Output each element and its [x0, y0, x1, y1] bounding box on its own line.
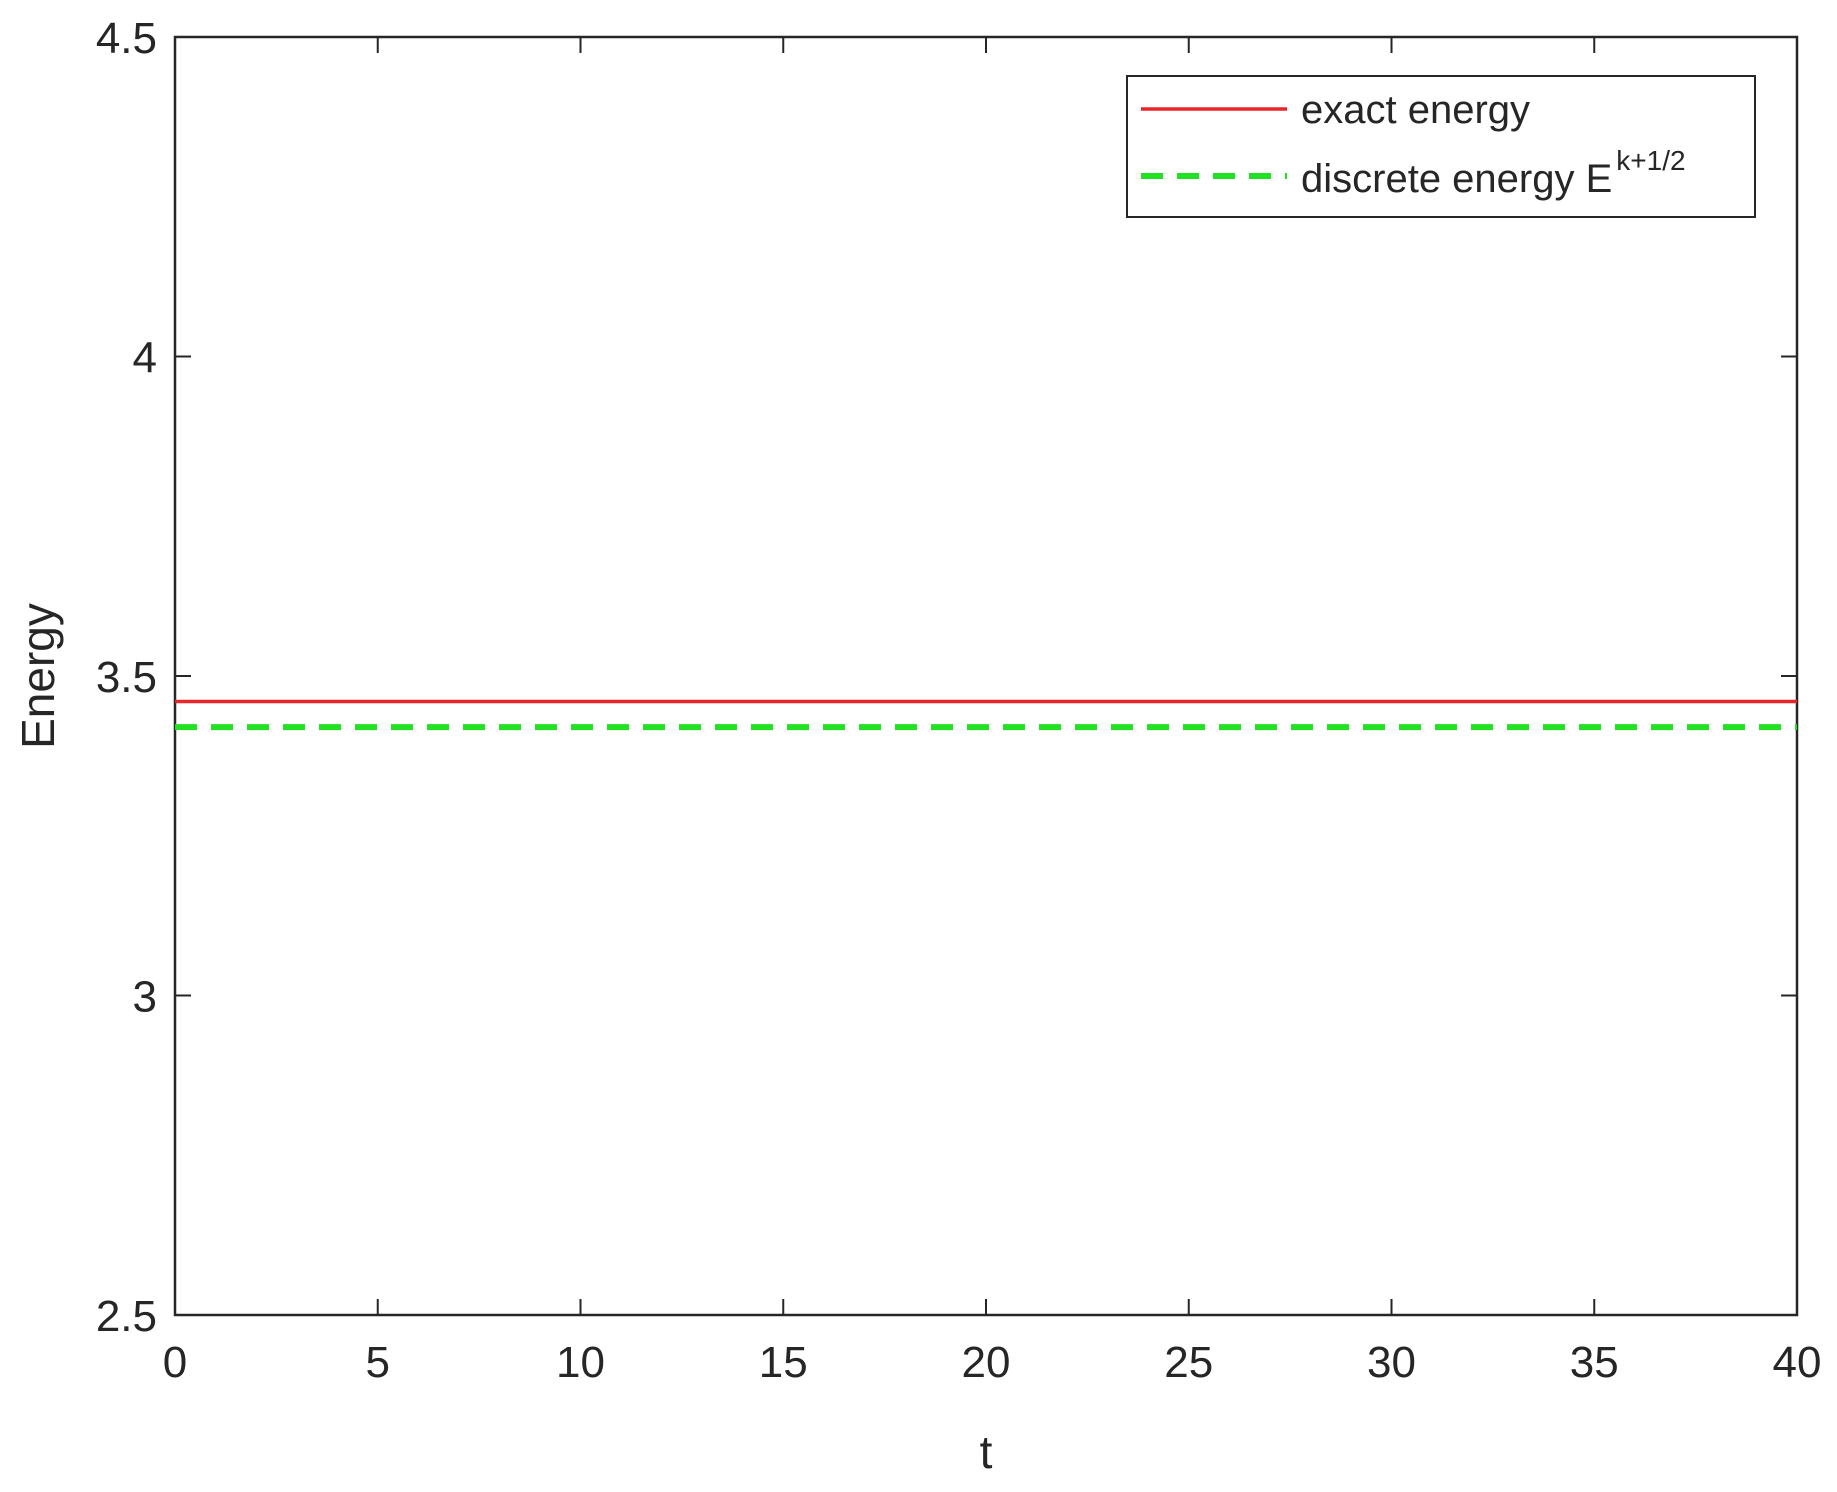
x-tick-label: 20 — [962, 1338, 1011, 1387]
x-tick-label: 5 — [366, 1338, 390, 1387]
x-tick-label: 10 — [556, 1338, 605, 1387]
x-axis-label: t — [980, 1426, 993, 1478]
legend-label-exact-energy: exact energy — [1301, 88, 1530, 132]
x-axis-ticks: 0 5 10 15 20 25 30 35 40 — [163, 37, 1822, 1387]
x-tick-label: 0 — [163, 1338, 187, 1387]
plot-area — [173, 35, 1799, 1317]
y-axis-ticks: 2.5 3 3.5 4 4.5 — [96, 14, 1797, 1341]
y-tick-label: 2.5 — [96, 1292, 157, 1341]
legend-box — [1126, 75, 1756, 218]
y-tick-label: 4 — [133, 334, 157, 383]
x-tick-label: 25 — [1164, 1338, 1213, 1387]
x-tick-label: 40 — [1773, 1338, 1822, 1387]
x-tick-label: 30 — [1367, 1338, 1416, 1387]
y-tick-label: 4.5 — [96, 14, 157, 63]
legend-label-discrete-energy-base: discrete energy E — [1301, 157, 1612, 201]
legend-label-discrete-energy-superscript: k+1/2 — [1616, 145, 1685, 176]
y-tick-label: 3 — [133, 973, 157, 1022]
series-layer — [175, 699, 1797, 731]
x-tick-label: 35 — [1570, 1338, 1619, 1387]
y-axis-label: Energy — [12, 603, 64, 749]
y-tick-label: 3.5 — [96, 653, 157, 702]
x-tick-label: 15 — [759, 1338, 808, 1387]
